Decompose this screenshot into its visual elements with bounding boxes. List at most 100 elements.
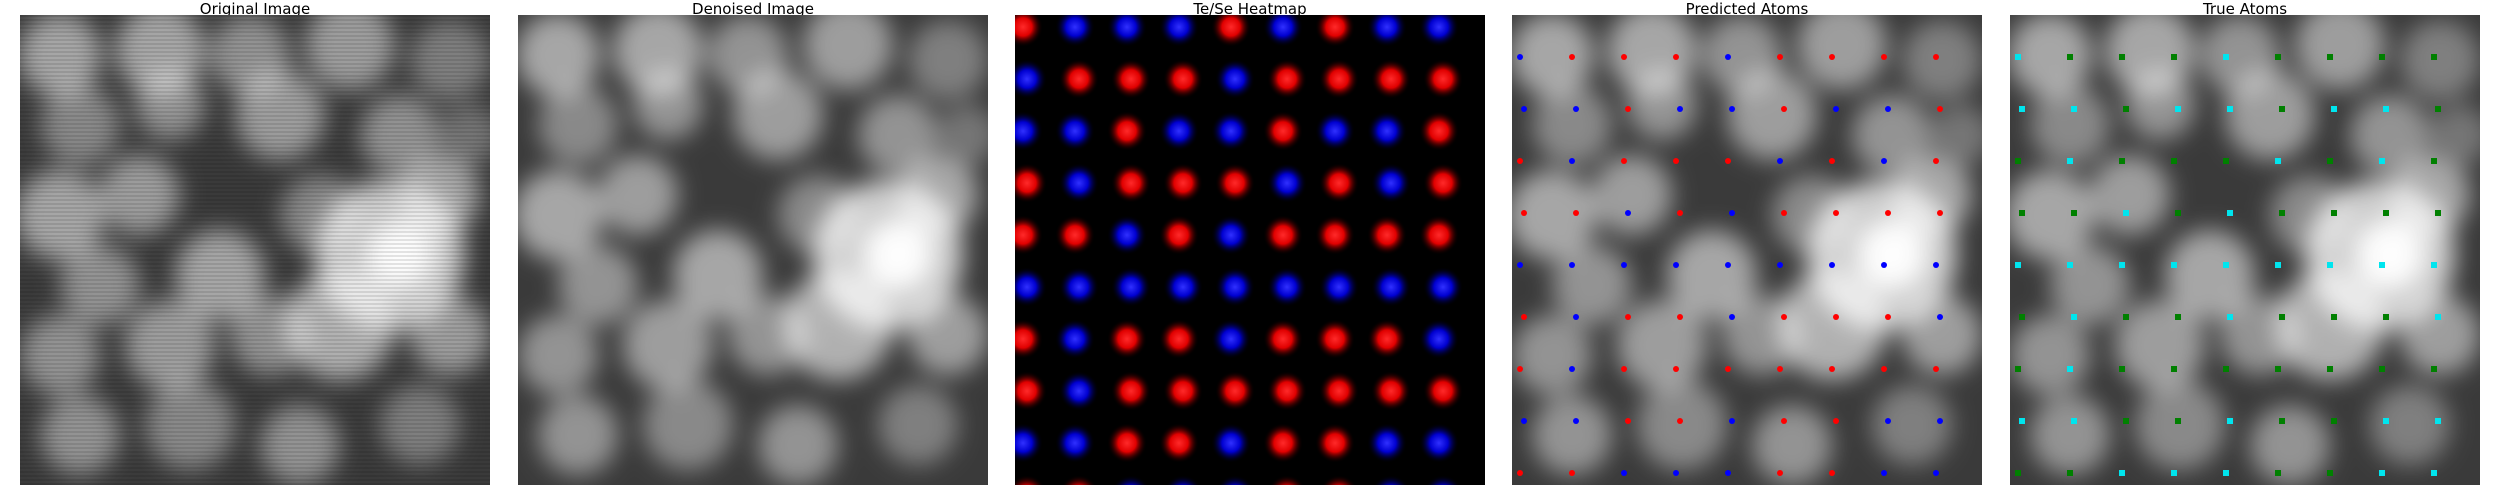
predicted-se-atom: [1573, 314, 1579, 320]
original-image: [20, 15, 490, 485]
true-te-atom: [2279, 314, 2285, 320]
predicted-te-atom: [1677, 314, 1683, 320]
true-te-atom: [2431, 366, 2437, 372]
predicted-te-atom: [1573, 210, 1579, 216]
predicted-te-atom: [1625, 106, 1631, 112]
true-se-atom: [2227, 418, 2233, 424]
se-heat-spot: [1217, 475, 1253, 485]
se-heat-spot: [1425, 475, 1461, 485]
predicted-se-atom: [1521, 418, 1527, 424]
true-te-atom: [2331, 418, 2337, 424]
te-heat-spot: [1015, 15, 1043, 47]
te-heat-spot: [1163, 163, 1203, 203]
predicted-se-atom: [1677, 106, 1683, 112]
true-se-atom: [2067, 158, 2073, 164]
te-heat-spot: [1061, 475, 1097, 485]
predicted-te-atom: [1621, 54, 1627, 60]
true-se-atom: [2067, 366, 2073, 372]
te-heat-spot: [1015, 371, 1047, 411]
se-heat-spot: [1159, 111, 1199, 151]
te-heat-spot: [1107, 423, 1147, 463]
true-te-atom: [2123, 314, 2129, 320]
predicted-se-atom: [1885, 106, 1891, 112]
predicted-te-atom: [1521, 314, 1527, 320]
true-se-atom: [2275, 262, 2281, 268]
true-te-atom: [2119, 366, 2125, 372]
se-heat-spot: [1059, 267, 1099, 307]
true-se-atom: [2383, 418, 2389, 424]
se-heat-spot: [1055, 319, 1095, 359]
true-te-atom: [2279, 418, 2285, 424]
true-se-atom: [2015, 54, 2021, 60]
true-te-atom: [2279, 210, 2285, 216]
se-heat-spot: [1267, 267, 1307, 307]
predicted-te-atom: [1625, 314, 1631, 320]
predicted-atoms-image: [1512, 15, 1982, 485]
true-se-atom: [2171, 470, 2177, 476]
se-heat-spot: [1367, 111, 1407, 151]
predicted-se-atom: [1621, 262, 1627, 268]
predicted-se-atom: [1517, 54, 1523, 60]
te-heat-spot: [1055, 215, 1095, 255]
true-se-atom: [2123, 210, 2129, 216]
predicted-te-atom: [1673, 158, 1679, 164]
predicted-se-atom: [1937, 418, 1943, 424]
true-te-atom: [2223, 158, 2229, 164]
se-heat-spot: [1015, 111, 1043, 151]
predicted-te-atom: [1881, 366, 1887, 372]
predicted-te-atom: [1777, 470, 1783, 476]
se-heat-spot: [1107, 15, 1147, 47]
predicted-se-atom: [1521, 106, 1527, 112]
true-se-atom: [2331, 106, 2337, 112]
true-se-atom: [2071, 106, 2077, 112]
predicted-te-atom: [1625, 418, 1631, 424]
predicted-atoms-panel: Predicted Atoms: [1512, 2, 1982, 485]
te-heat-spot: [1423, 371, 1463, 411]
te-heat-spot: [1111, 59, 1151, 99]
se-heat-spot: [1211, 423, 1251, 463]
te-heat-spot: [1015, 163, 1047, 203]
predicted-se-atom: [1833, 106, 1839, 112]
te-heat-spot: [1111, 371, 1151, 411]
te-heat-spot: [1015, 319, 1043, 359]
se-heat-spot: [1319, 267, 1359, 307]
se-heat-spot: [1111, 267, 1151, 307]
te-heat-spot: [1315, 319, 1355, 359]
true-se-atom: [2223, 54, 2229, 60]
se-heat-spot: [1215, 59, 1255, 99]
predicted-se-atom: [1881, 470, 1887, 476]
true-se-atom: [2019, 418, 2025, 424]
se-heat-spot: [1419, 423, 1459, 463]
predicted-se-atom: [1569, 158, 1575, 164]
te-heat-spot: [1319, 163, 1359, 203]
se-heat-spot: [1419, 15, 1459, 47]
true-te-atom: [2223, 366, 2229, 372]
te-heat-spot: [1159, 319, 1199, 359]
se-heat-spot: [1015, 59, 1047, 99]
te-heat-spot: [1267, 371, 1307, 411]
te-heat-spot: [1267, 59, 1307, 99]
se-heat-spot: [1107, 215, 1147, 255]
predicted-te-atom: [1517, 158, 1523, 164]
te-heat-spot: [1015, 475, 1045, 485]
predicted-te-atom: [1569, 470, 1575, 476]
true-se-atom: [2435, 314, 2441, 320]
predicted-te-atom: [1725, 366, 1731, 372]
true-te-atom: [2071, 210, 2077, 216]
se-heat-spot: [1367, 423, 1407, 463]
predicted-te-atom: [1885, 314, 1891, 320]
te-heat-spot: [1371, 371, 1411, 411]
true-se-atom: [2431, 470, 2437, 476]
true-te-atom: [2015, 366, 2021, 372]
true-te-atom: [2431, 158, 2437, 164]
te-heat-spot: [1059, 59, 1099, 99]
true-te-atom: [2435, 106, 2441, 112]
te-heat-spot: [1107, 319, 1147, 359]
true-se-atom: [2067, 262, 2073, 268]
predicted-se-atom: [1725, 262, 1731, 268]
predicted-se-atom: [1881, 262, 1887, 268]
predicted-te-atom: [1777, 54, 1783, 60]
predicted-se-atom: [1725, 470, 1731, 476]
te-heat-spot: [1263, 423, 1303, 463]
true-te-atom: [2379, 54, 2385, 60]
